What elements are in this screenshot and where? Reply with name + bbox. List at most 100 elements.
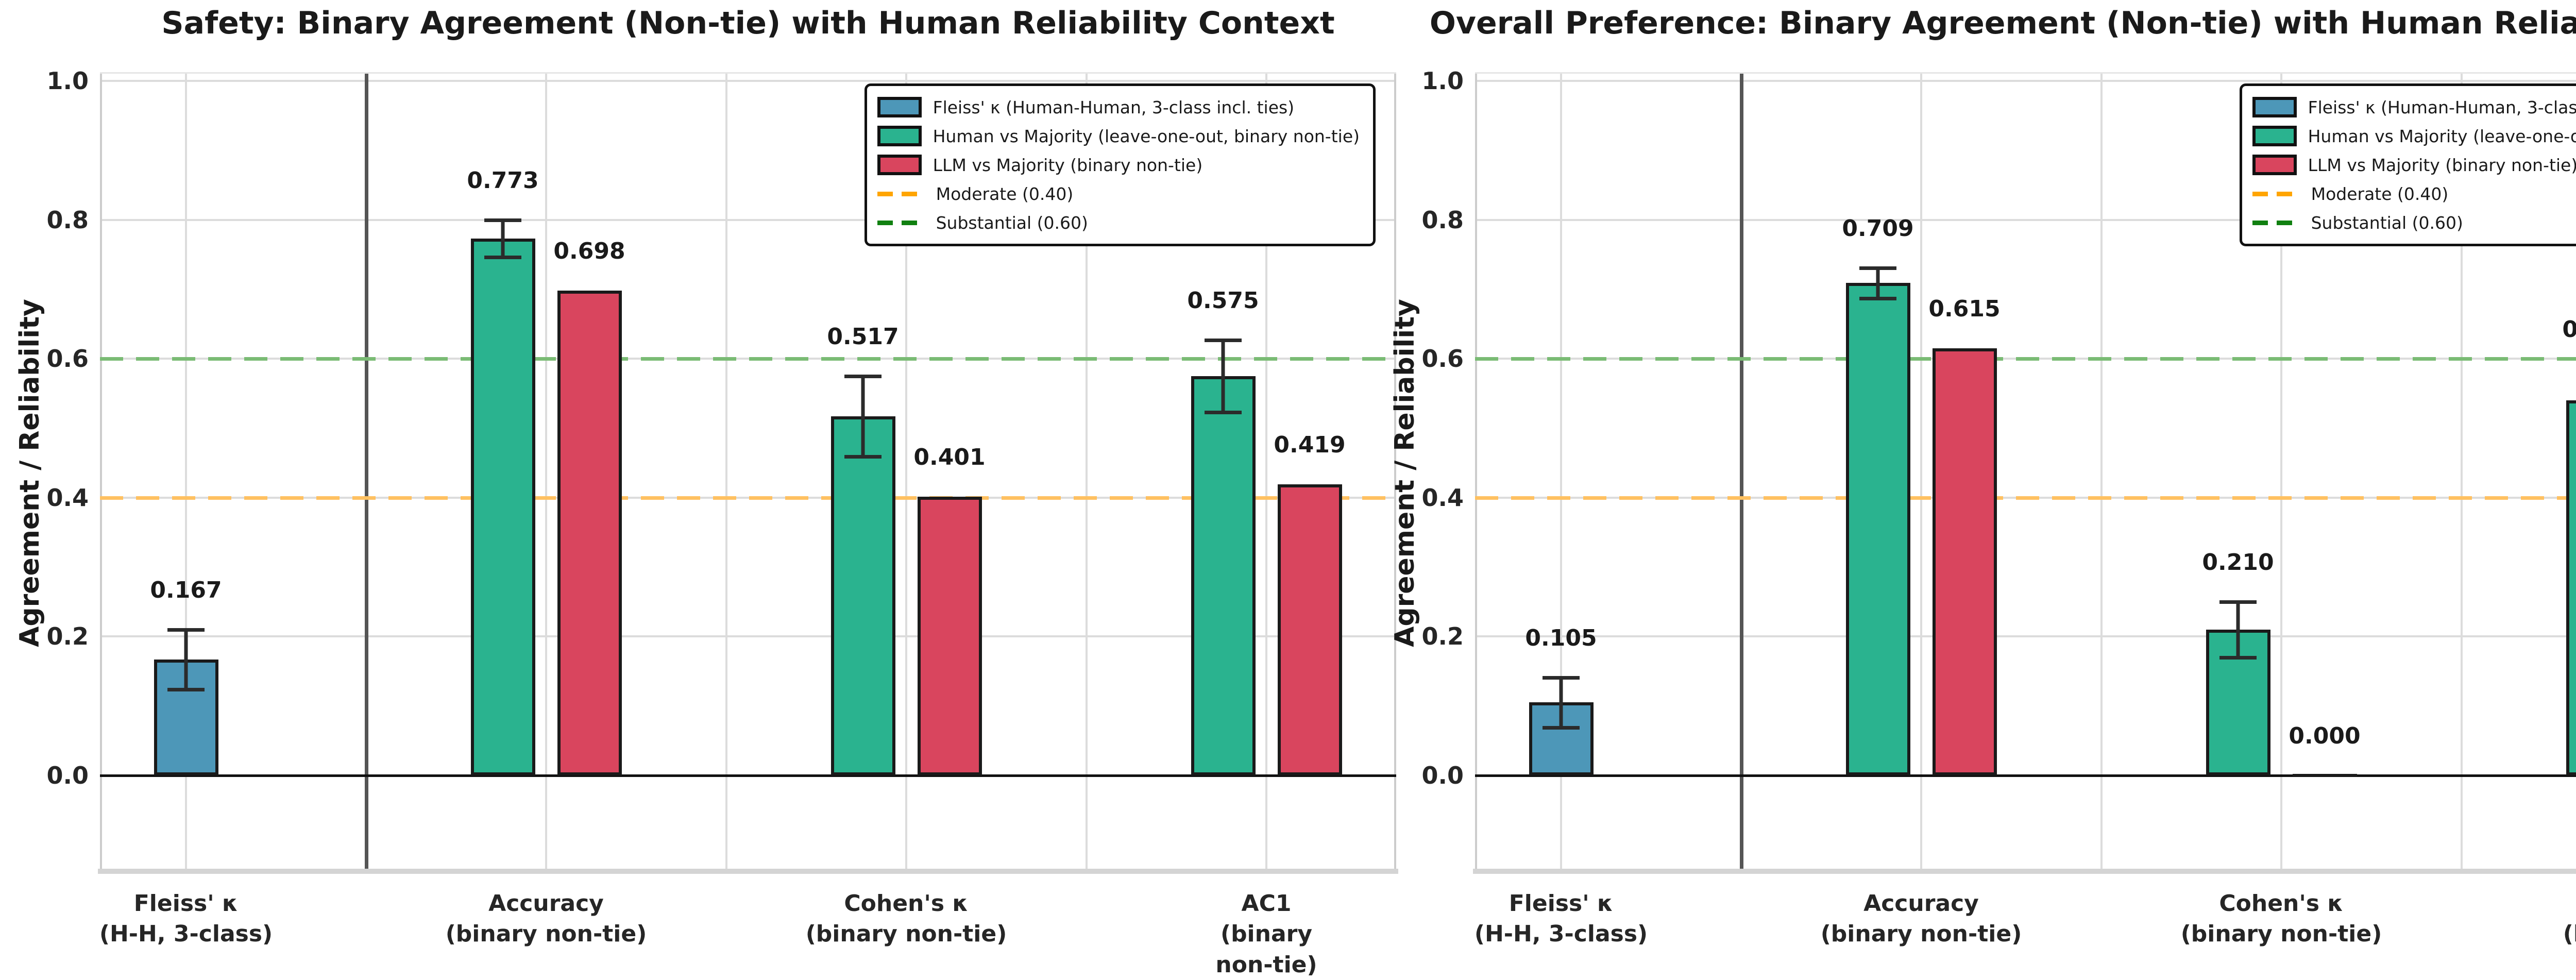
top-spine	[100, 72, 1396, 74]
y-tick-label: 1.0	[6, 67, 89, 95]
legend-label: Human vs Majority (leave-one-out, binary…	[2308, 126, 2576, 146]
error-bar-cap-bottom	[484, 256, 521, 259]
bar-value-label: 0.210	[2202, 549, 2274, 576]
legend-label: Moderate (0.40)	[936, 184, 1074, 204]
error-bar-cap-top	[167, 628, 205, 632]
bar	[471, 239, 535, 775]
y-tick-label: 0.8	[1381, 206, 1464, 234]
error-bar-cap-top	[1205, 339, 1242, 342]
error-bar-cap-bottom	[1205, 411, 1242, 414]
bottom-spine	[1473, 869, 2576, 874]
legend: Fleiss' κ (Human-Human, 3-class incl. ti…	[865, 83, 1376, 246]
y-tick-label: 0.0	[6, 762, 89, 789]
y-tick-label: 0.4	[1381, 484, 1464, 512]
y-tick-label: 0.6	[1381, 345, 1464, 373]
error-bar-cap-top	[1543, 676, 1580, 680]
x-tick-label: AC1 (binary non-tie)	[1199, 888, 1334, 980]
legend-item: Fleiss' κ (Human-Human, 3-class incl. ti…	[2252, 95, 2576, 119]
error-bar-line	[1560, 678, 1563, 728]
legend-item: Moderate (0.40)	[2252, 182, 2576, 206]
legend-item: Substantial (0.60)	[877, 211, 1360, 234]
bar	[918, 497, 982, 775]
error-bar-cap-bottom	[2219, 656, 2257, 660]
bar	[1846, 283, 1910, 775]
y-tick-label: 1.0	[1381, 67, 1464, 95]
x-tick-label: Fleiss' κ (H-H, 3-class)	[1475, 888, 1648, 950]
bar-value-label: 0.615	[1928, 296, 2000, 322]
threshold-line-0.6	[1475, 357, 2576, 361]
y-gridline	[100, 80, 1396, 82]
error-bar-line	[501, 220, 505, 258]
bar	[1933, 348, 1997, 775]
legend-item: Moderate (0.40)	[877, 182, 1360, 206]
bar-value-label: 0.419	[1274, 432, 1345, 458]
legend: Fleiss' κ (Human-Human, 3-class incl. ti…	[2240, 83, 2576, 246]
x-tick-label: Accuracy (binary non-tie)	[1821, 888, 2022, 950]
zero-baseline	[1475, 774, 2576, 777]
y-tick-label: 0.4	[6, 484, 89, 512]
error-bar-cap-bottom	[1859, 297, 1896, 300]
x-tick-label: Accuracy (binary non-tie)	[446, 888, 647, 950]
legend-item: Substantial (0.60)	[2252, 211, 2576, 234]
legend-label: Substantial (0.60)	[2311, 213, 2463, 233]
x-tick-label: Cohen's κ (binary non-tie)	[806, 888, 1007, 950]
left-spine	[1475, 72, 1477, 874]
legend-swatch-human_human	[877, 97, 922, 117]
error-bar-cap-top	[2219, 600, 2257, 604]
legend-swatch-llm_majority	[2252, 155, 2297, 175]
bar	[831, 416, 895, 775]
chart-safety: Safety: Binary Agreement (Non-tie) with …	[0, 0, 1402, 937]
error-bar-line	[184, 630, 188, 689]
error-bar-line	[2236, 602, 2240, 657]
legend-dash-substantial_swatch	[2252, 221, 2300, 225]
bar-value-label: 0.540	[2562, 316, 2576, 343]
bar-value-label: 0.709	[1842, 215, 1913, 242]
legend-label: Substantial (0.60)	[936, 213, 1088, 233]
x-gridline	[725, 72, 727, 874]
top-spine	[1475, 72, 2576, 74]
bar-value-label: 0.401	[913, 444, 985, 470]
chart-overall-preference: Overall Preference: Binary Agreement (No…	[1375, 0, 2576, 937]
legend-dash-substantial_swatch	[877, 221, 925, 225]
y-gridline	[1475, 80, 2576, 82]
threshold-line-0.6	[100, 357, 1396, 361]
y-tick-label: 0.0	[1381, 762, 1464, 789]
legend-swatch-human_majority	[877, 126, 922, 146]
x-gridline	[1920, 72, 1922, 874]
error-bar-cap-top	[844, 375, 882, 378]
error-bar-cap-top	[1859, 266, 1896, 270]
legend-item: Human vs Majority (leave-one-out, binary…	[877, 124, 1360, 148]
figure: Safety: Binary Agreement (Non-tie) with …	[0, 0, 2576, 937]
error-bar-line	[861, 376, 865, 457]
y-tick-label: 0.8	[6, 206, 89, 234]
y-gridline	[1475, 635, 2576, 637]
y-tick-label: 0.2	[6, 622, 89, 650]
bar-value-label: 0.517	[827, 324, 899, 350]
legend-label: LLM vs Majority (binary non-tie)	[2308, 155, 2576, 175]
x-tick-label: Cohen's κ (binary non-tie)	[2181, 888, 2382, 950]
error-bar-cap-bottom	[1543, 726, 1580, 730]
legend-label: LLM vs Majority (binary non-tie)	[933, 155, 1203, 175]
bar-value-label: 0.105	[1525, 625, 1597, 651]
group-separator-line	[1740, 72, 1743, 874]
error-bar-line	[1876, 268, 1880, 298]
error-bar-cap-bottom	[844, 455, 882, 459]
legend-label: Human vs Majority (leave-one-out, binary…	[933, 126, 1360, 146]
left-spine	[100, 72, 102, 874]
legend-swatch-llm_majority	[877, 155, 922, 175]
bottom-spine	[98, 869, 1398, 874]
x-tick-label: AC1 (binary non-tie)	[2560, 888, 2576, 980]
legend-item: Human vs Majority (leave-one-out, binary…	[2252, 124, 2576, 148]
y-tick-label: 0.2	[1381, 622, 1464, 650]
x-gridline	[545, 72, 547, 874]
bar-value-label: 0.167	[150, 577, 222, 603]
error-bar-cap-top	[484, 218, 521, 222]
legend-swatch-human_majority	[2252, 126, 2297, 146]
bar-value-label: 0.575	[1187, 288, 1259, 314]
legend-label: Fleiss' κ (Human-Human, 3-class incl. ti…	[933, 97, 1294, 117]
bar-value-label: 0.000	[2289, 723, 2360, 749]
error-bar-line	[1222, 340, 1225, 412]
group-separator-line	[365, 72, 368, 874]
legend-label: Fleiss' κ (Human-Human, 3-class incl. ti…	[2308, 97, 2576, 117]
bar	[1278, 484, 1342, 775]
